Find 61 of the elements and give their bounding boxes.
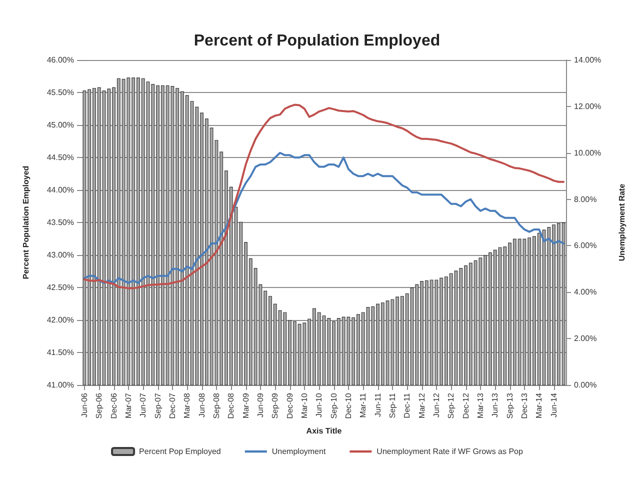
y-axis-title: Percent Population Employed (22, 166, 30, 280)
x-tick-label: Sep-07 (153, 392, 162, 419)
x-tick-label: Jun-11 (373, 392, 382, 417)
x-tick-label: Dec-12 (461, 392, 470, 419)
x-tick-label: Mar-12 (417, 392, 426, 418)
x-tick-label: Mar-08 (182, 392, 192, 418)
x-tick-label: Jun-06 (80, 392, 89, 418)
chart-title: Percent of Population Employed (194, 32, 440, 50)
y-tick-label: 41.00% (46, 380, 74, 390)
x-tick-label: Jun-07 (138, 392, 148, 418)
y-tick-label: 42.50% (46, 283, 74, 292)
y-tick-label: 43.50% (46, 218, 74, 227)
y2-tick-label: 0.00% (574, 380, 597, 390)
y2-tick-label: 2.00% (574, 334, 597, 344)
x-tick-label: Dec-11 (402, 392, 412, 418)
y-tick-label: 46.00% (46, 56, 74, 64)
x-tick-label: Dec-07 (168, 392, 177, 419)
line-series (83, 104, 565, 290)
y2-tick-label: 6.00% (574, 241, 597, 250)
x-axis-title: Axis Title (306, 426, 342, 436)
x-tick-label: Jun-13 (490, 392, 500, 418)
x-tick-label: Jun-10 (314, 392, 324, 418)
x-tick-label: Mar-09 (241, 392, 250, 418)
y2-tick-label: 4.00% (574, 288, 597, 297)
line-series (83, 152, 565, 284)
y-tick-label: 45.50% (46, 88, 74, 97)
x-tick-label: Sep-11 (388, 392, 397, 418)
y-tick-label: 44.00% (46, 186, 74, 194)
x-tick-label: Dec-06 (109, 392, 118, 419)
x-tick-label: Jun-14 (549, 392, 558, 418)
x-tick-label: Dec-13 (520, 392, 529, 419)
y2-tick-label: 14.00% (574, 56, 602, 64)
y2-axis-title: Unemployment Rate (618, 183, 626, 262)
x-tick-label: Sep-10 (329, 392, 338, 419)
y-tick-label: 44.50% (46, 153, 74, 162)
y-tick-label: 42.00% (46, 316, 74, 324)
x-tick-label: Dec-09 (285, 392, 294, 419)
x-tick-label: Sep-09 (270, 392, 280, 419)
x-tick-label: Jun-08 (197, 392, 206, 418)
x-tick-label: Sep-13 (505, 392, 514, 419)
y2-tick-label: 10.00% (574, 148, 602, 158)
x-tick-label: Sep-08 (212, 392, 221, 419)
legend-label: Percent Pop Employed (139, 447, 221, 456)
x-tick-label: Dec-08 (226, 392, 236, 419)
x-tick-label: Mar-07 (124, 392, 133, 418)
x-tick-label: Sep-12 (446, 392, 456, 419)
y-tick-label: 45.00% (46, 120, 74, 130)
y-tick-label: 41.50% (46, 348, 74, 357)
x-tick-label: Jun-12 (432, 392, 441, 418)
y2-tick-label: 8.00% (574, 194, 597, 204)
x-tick-label: Dec-10 (344, 392, 353, 419)
x-tick-label: Mar-13 (476, 392, 485, 418)
x-tick-label: Mar-11 (358, 392, 368, 418)
legend-label: Unemployment (272, 447, 326, 456)
legend-label: Unemployment Rate if WF Grows as Pop (376, 447, 524, 456)
x-tick-label: Mar-14 (534, 392, 544, 418)
x-tick-label: Jun-09 (256, 392, 265, 418)
y-tick-label: 43.00% (46, 250, 74, 260)
x-tick-label: Sep-06 (94, 392, 104, 419)
x-tick-label: Mar-10 (300, 392, 309, 418)
y2-tick-label: 12.00% (574, 102, 602, 111)
